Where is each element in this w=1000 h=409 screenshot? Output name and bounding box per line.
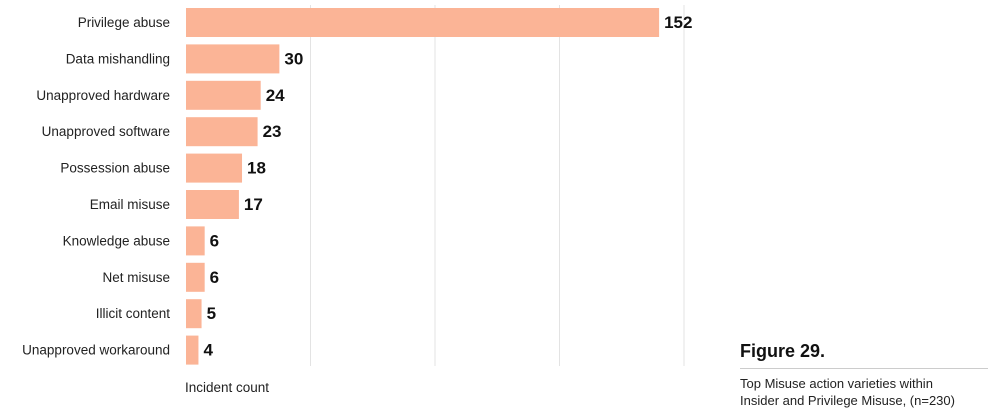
bar <box>186 153 243 183</box>
category-label: Unapproved workaround <box>22 343 170 358</box>
category-label: Privilege abuse <box>78 15 170 30</box>
bar <box>186 117 258 147</box>
bar <box>186 80 261 110</box>
value-labels: 152 30 24 23 18 17 6 6 5 4 <box>203 13 692 360</box>
category-label: Unapproved software <box>42 124 170 139</box>
value-label: 17 <box>244 195 263 214</box>
bar <box>186 190 239 219</box>
figure-caption-block: Figure 29. Top Misuse action varieties w… <box>740 341 988 409</box>
category-label: Data mishandling <box>66 51 170 66</box>
bar <box>186 335 199 365</box>
x-axis-title: Incident count <box>185 380 270 395</box>
bar <box>186 299 202 329</box>
value-label: 18 <box>247 159 266 178</box>
value-label: 6 <box>210 231 219 250</box>
value-label: 6 <box>210 268 219 287</box>
category-label: Email misuse <box>90 197 170 212</box>
value-label: 152 <box>664 13 692 32</box>
gridlines <box>310 5 685 366</box>
value-label: 4 <box>203 341 213 360</box>
value-label: 24 <box>266 86 285 105</box>
figure-title: Figure 29. <box>740 341 988 369</box>
category-label: Unapproved hardware <box>36 88 170 103</box>
bar <box>186 226 205 256</box>
figure-caption-line-1: Top Misuse action varieties within <box>740 376 933 391</box>
category-label: Illicit content <box>96 306 171 321</box>
bars <box>186 8 660 365</box>
figure-caption: Top Misuse action varieties within Insid… <box>740 375 988 409</box>
bar <box>186 44 280 74</box>
value-label: 5 <box>207 304 216 323</box>
category-label: Knowledge abuse <box>63 233 170 248</box>
value-label: 23 <box>263 122 282 141</box>
bar <box>186 262 205 292</box>
figure-caption-line-2: Insider and Privilege Misuse, (n=230) <box>740 393 955 408</box>
category-label: Net misuse <box>102 270 170 285</box>
value-label: 30 <box>284 49 303 68</box>
category-label: Possession abuse <box>60 161 170 176</box>
bar <box>186 8 660 37</box>
category-labels: Privilege abuse Data mishandling Unapprove… <box>22 15 170 358</box>
